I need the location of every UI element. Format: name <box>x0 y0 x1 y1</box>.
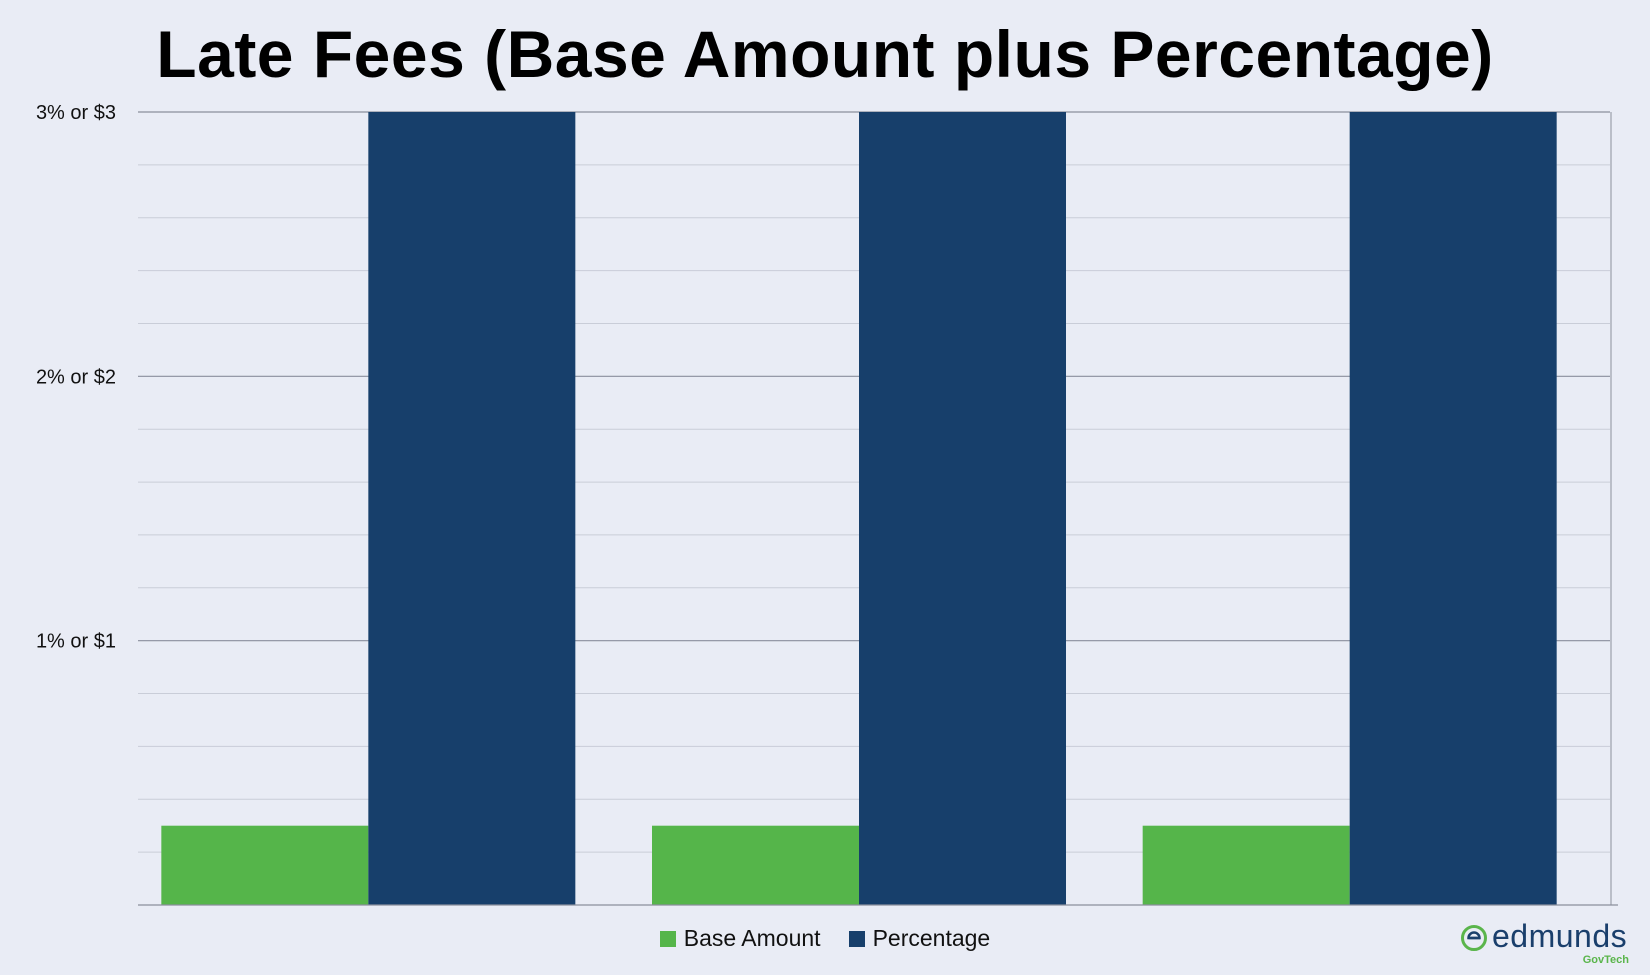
legend-item-base-amount: Base Amount <box>659 925 821 952</box>
legend-label-base-amount: Base Amount <box>683 925 821 951</box>
legend-item-percentage: Percentage <box>848 925 991 952</box>
y-tick-label: 3% or $3 <box>36 102 116 124</box>
bars-layer <box>161 112 1557 905</box>
legend: Base Amount Percentage <box>0 925 1650 952</box>
brand-logo: edmunds GovTech <box>1460 918 1635 968</box>
bar-base-amount-3 <box>1142 825 1350 905</box>
bar-percentage-3 <box>1349 112 1557 905</box>
bar-percentage-2 <box>859 112 1066 905</box>
y-tick-label: 1% or $1 <box>36 631 116 653</box>
chart-title: Late Fees (Base Amount plus Percentage) <box>156 17 1494 91</box>
brand-name: edmunds <box>1492 918 1628 954</box>
edmunds-e-icon <box>1461 925 1487 951</box>
legend-swatch-percentage <box>848 930 865 947</box>
bar-base-amount-2 <box>652 825 859 905</box>
legend-label-percentage: Percentage <box>872 925 991 951</box>
bar-base-amount-1 <box>161 825 369 905</box>
axis-layer: 1% or $1 2% or $2 3% or $3 <box>36 102 1618 906</box>
bar-percentage-1 <box>368 112 576 905</box>
legend-swatch-base-amount <box>659 930 676 947</box>
y-tick-label: 2% or $2 <box>36 366 116 388</box>
brand-sub: GovTech <box>1582 954 1629 966</box>
